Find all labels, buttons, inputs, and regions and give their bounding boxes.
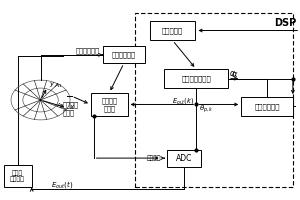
Text: $A_1$: $A_1$ [56, 101, 65, 110]
Bar [150, 21, 196, 40]
Text: $\alpha$: $\alpha$ [231, 70, 238, 79]
Text: DSP: DSP [274, 18, 297, 28]
Text: $E_{out}(t)$: $E_{out}(t)$ [51, 179, 73, 190]
Text: 求解当前相位角: 求解当前相位角 [181, 75, 211, 82]
Bar [164, 69, 228, 88]
Text: 流起和
流起电居: 流起和 流起电居 [10, 170, 25, 182]
Bar [4, 165, 32, 187]
Text: $y$: $y$ [49, 80, 56, 89]
Text: 同步脆冲: 同步脆冲 [147, 155, 161, 161]
Text: 光栅角编码器: 光栅角编码器 [112, 52, 136, 58]
Text: $A_1$: $A_1$ [54, 81, 63, 90]
Text: $\alpha$: $\alpha$ [230, 69, 236, 78]
Text: 角度信息
处理器: 角度信息 处理器 [63, 102, 79, 116]
Text: 光栅角编码器: 光栅角编码器 [76, 47, 100, 54]
Text: ADC: ADC [176, 154, 193, 163]
Bar [91, 93, 128, 116]
Text: $\theta_{p,k}$: $\theta_{p,k}$ [199, 103, 214, 115]
Bar [241, 97, 293, 116]
Text: 重力梯度解调: 重力梯度解调 [254, 103, 280, 110]
Text: 角度信息
处理器: 角度信息 处理器 [101, 97, 117, 112]
Text: $x$: $x$ [69, 103, 75, 111]
Text: $E_{out}(k)$: $E_{out}(k)$ [172, 96, 195, 106]
Bar [167, 150, 201, 167]
Text: 参考信号源: 参考信号源 [162, 27, 183, 34]
Bar [103, 46, 145, 63]
Bar [135, 13, 293, 187]
